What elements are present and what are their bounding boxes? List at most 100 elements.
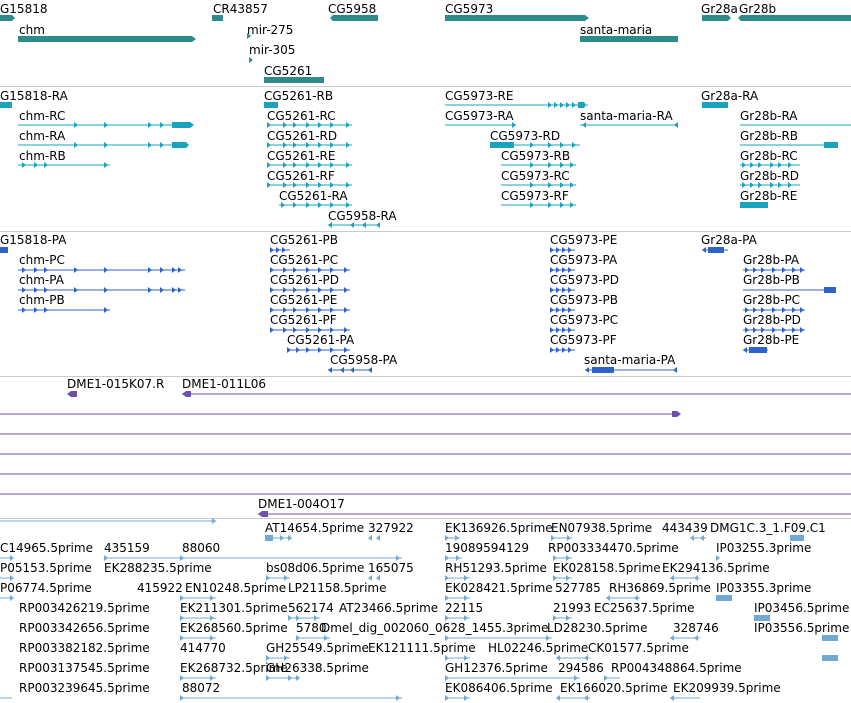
est-label: bs08d06.5prime bbox=[266, 561, 365, 575]
protein-label: CG5973-PF bbox=[550, 333, 617, 347]
transcript-track: G15818-RA CG5261-RB CG5973-RE Gr28a-RA c… bbox=[0, 87, 851, 230]
est-feature[interactable] bbox=[716, 555, 720, 561]
protein-label: santa-maria-PA bbox=[584, 353, 676, 367]
est-label: LP21158.5prime bbox=[288, 581, 387, 595]
gene-feature[interactable] bbox=[580, 36, 678, 42]
est-label: EK268732.5prime bbox=[180, 661, 288, 675]
gene-label: Gr28a bbox=[701, 2, 738, 16]
protein-label: Gr28b-PC bbox=[743, 293, 801, 307]
gene-label: mir-305 bbox=[249, 43, 296, 57]
est-feature[interactable] bbox=[368, 575, 380, 581]
est-label: RH36869.5prime bbox=[609, 581, 711, 595]
transcript-glyphs bbox=[0, 102, 851, 228]
clone-feature[interactable] bbox=[67, 391, 77, 397]
gene-feature[interactable] bbox=[264, 77, 324, 83]
est-label: 19089594129 bbox=[445, 541, 529, 555]
gene-label: mir-275 bbox=[247, 23, 294, 37]
transcript-label: CG5973-RC bbox=[501, 169, 570, 183]
est-label: 327922 bbox=[368, 521, 414, 535]
est-label: RP003426219.5prime bbox=[19, 601, 150, 615]
est-label: 165075 bbox=[368, 561, 414, 575]
protein-label: CG5261-PC bbox=[270, 253, 339, 267]
transcript-label: CG5973-RA bbox=[445, 109, 514, 123]
protein-label: CG5973-PD bbox=[550, 273, 620, 287]
gene-label: CG5261 bbox=[264, 64, 313, 78]
transcript-label: CG5261-RE bbox=[267, 149, 336, 163]
est-label: 22115 bbox=[445, 601, 484, 615]
transcript-label: chm-RA bbox=[19, 129, 66, 143]
protein-label: Gr28b-PD bbox=[743, 313, 801, 327]
est-label: RP003342656.5prime bbox=[19, 621, 150, 635]
est-label: DMG1C.3_1.F09.C1 bbox=[710, 521, 826, 535]
protein-label: Gr28b-PB bbox=[743, 273, 800, 287]
est-label: CK01577.5prime bbox=[588, 641, 689, 655]
est-label: 88060 bbox=[182, 541, 221, 555]
est-label: EN10248.5prime bbox=[185, 581, 287, 595]
est-label: EK028421.5prime bbox=[445, 581, 553, 595]
clone-glyphs bbox=[0, 391, 851, 517]
est-label: 435159 bbox=[104, 541, 150, 555]
transcript-label: Gr28a-RA bbox=[701, 89, 759, 103]
protein-track: G15818-PA CG5261-PB CG5973-PE Gr28a-PA c… bbox=[0, 232, 851, 375]
protein-label: CG5973-PA bbox=[550, 253, 618, 267]
gene-feature[interactable] bbox=[0, 15, 15, 21]
est-label: 415922 bbox=[137, 581, 183, 595]
transcript-label: Gr28b-RE bbox=[740, 189, 798, 203]
est-label: RP003382182.5prime bbox=[19, 641, 150, 655]
transcript-label: santa-maria-RA bbox=[580, 109, 673, 123]
protein-label: CG5958-PA bbox=[330, 353, 398, 367]
est-feature[interactable] bbox=[754, 615, 770, 621]
est-label: 527785 bbox=[555, 581, 601, 595]
gene-feature[interactable] bbox=[18, 36, 196, 42]
est-label: EK028158.5prime bbox=[553, 561, 661, 575]
est-label: 294586 bbox=[558, 661, 604, 675]
gene-track: G15818 CR43857 CG5958 CG5973 Gr28a Gr28b… bbox=[0, 0, 851, 86]
gene-feature[interactable] bbox=[247, 33, 251, 39]
est-label: GH12376.5prime bbox=[445, 661, 548, 675]
est-label: 5780 bbox=[296, 621, 327, 635]
protein-label: chm-PA bbox=[19, 273, 64, 287]
protein-label: CG5973-PC bbox=[550, 313, 619, 327]
protein-feature[interactable] bbox=[0, 247, 8, 253]
gene-feature[interactable] bbox=[738, 15, 851, 21]
est-label: 414770 bbox=[180, 641, 226, 655]
est-label: EK268560.5prime bbox=[180, 621, 288, 635]
protein-label: CG5261-PB bbox=[270, 233, 339, 247]
transcript-feature[interactable] bbox=[702, 102, 728, 108]
transcript-feature[interactable] bbox=[0, 102, 12, 108]
est-feature[interactable] bbox=[368, 535, 380, 541]
protein-label: G15818-PA bbox=[0, 233, 67, 247]
transcript-feature[interactable] bbox=[264, 102, 278, 108]
est-feature[interactable] bbox=[822, 635, 838, 641]
est-label: P06774.5prime bbox=[0, 581, 92, 595]
est-feature[interactable] bbox=[790, 535, 804, 541]
protein-label: CG5973-PB bbox=[550, 293, 619, 307]
gene-feature[interactable] bbox=[212, 15, 223, 21]
est-feature[interactable] bbox=[822, 655, 838, 661]
est-feature[interactable] bbox=[716, 595, 732, 601]
track-separator bbox=[0, 518, 851, 519]
gene-feature[interactable] bbox=[249, 57, 253, 63]
est-label: EC25637.5prime bbox=[594, 601, 695, 615]
est-label: RP003334470.5prime bbox=[548, 541, 679, 555]
est-label: GH26338.5prime bbox=[266, 661, 369, 675]
est-label: C14965.5prime bbox=[0, 541, 93, 555]
transcript-label: CG5261-RA bbox=[279, 189, 348, 203]
gene-label: CG5958 bbox=[328, 2, 377, 16]
gene-feature[interactable] bbox=[445, 15, 589, 21]
est-label: IP03355.3prime bbox=[716, 581, 812, 595]
transcript-label: CG5261-RC bbox=[267, 109, 336, 123]
gene-label: santa-maria bbox=[580, 23, 653, 37]
clone-track: DME1-015K07.R DME1-011L06 DME1-004O17 bbox=[0, 377, 851, 518]
protein-glyphs bbox=[0, 247, 836, 373]
gene-feature[interactable] bbox=[330, 15, 378, 21]
est-label: AT14654.5prime bbox=[265, 521, 365, 535]
est-label: Dmel_dig_002060_0628_1455.3prime bbox=[321, 621, 549, 635]
gene-feature[interactable] bbox=[702, 15, 731, 21]
est-label: EK288235.5prime bbox=[104, 561, 212, 575]
est-label: HL02246.5prime bbox=[488, 641, 589, 655]
clone-label: DME1-004O17 bbox=[258, 497, 345, 511]
est-glyphs bbox=[0, 518, 838, 701]
track-separator bbox=[0, 376, 851, 377]
